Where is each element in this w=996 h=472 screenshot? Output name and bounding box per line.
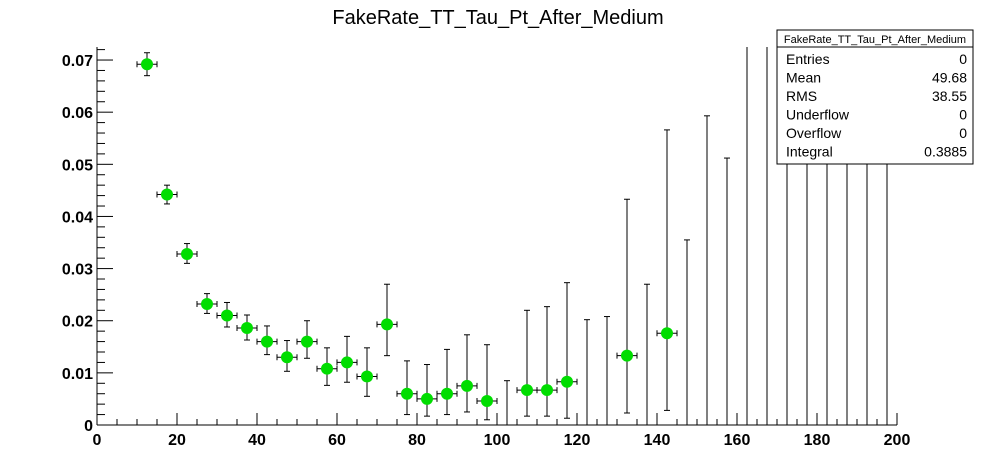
- data-point: [561, 375, 573, 388]
- x-tick-label: 0: [93, 432, 102, 449]
- data-markers: [141, 58, 673, 408]
- stats-row-value: 49.68: [932, 70, 967, 86]
- data-point: [281, 351, 293, 364]
- x-tick-label: 160: [724, 432, 751, 449]
- stats-row-label: Overflow: [786, 125, 842, 141]
- stats-row-value: 38.55: [932, 88, 967, 104]
- data-point: [381, 318, 393, 331]
- data-point: [461, 379, 473, 392]
- data-point: [201, 298, 213, 311]
- y-tick-label: 0: [84, 418, 93, 435]
- y-tick-label: 0.03: [62, 262, 93, 279]
- data-point: [341, 356, 353, 369]
- y-tick-label: 0.06: [62, 105, 93, 122]
- data-point: [141, 58, 153, 71]
- x-tick-label: 60: [328, 432, 346, 449]
- y-tick-label: 0.02: [62, 314, 93, 331]
- y-axis: 0 0.01 0.02 0.03 0.04 0.05 0.06 0.07: [62, 49, 113, 435]
- x-tick-label: 40: [248, 432, 266, 449]
- data-point: [261, 335, 273, 348]
- data-point: [661, 327, 673, 340]
- data-point: [401, 387, 413, 400]
- data-point: [321, 362, 333, 375]
- x-tick-label: 140: [644, 432, 671, 449]
- stats-box-rows: Entries 0 Mean 49.68 RMS 38.55 Underflow 0 Overf…: [786, 51, 967, 160]
- y-tick-label: 0.04: [62, 209, 93, 226]
- x-tick-label: 80: [408, 432, 426, 449]
- y-tick-label: 0.07: [62, 53, 93, 70]
- stats-box: FakeRate_TT_Tau_Pt_After_Medium Entries 0…: [776, 29, 974, 165]
- data-point: [481, 395, 493, 408]
- data-point: [161, 188, 173, 201]
- data-point: [241, 322, 253, 335]
- stats-box-border: [776, 29, 974, 165]
- chart-title: FakeRate_TT_Tau_Pt_After_Medium: [332, 7, 663, 29]
- stats-box-title: FakeRate_TT_Tau_Pt_After_Medium: [784, 34, 966, 46]
- stats-row-label: Mean: [786, 70, 821, 86]
- x-tick-label: 180: [804, 432, 831, 449]
- x-tick-label: 200: [884, 432, 911, 449]
- data-point: [621, 349, 633, 362]
- stats-row-label: Underflow: [786, 107, 850, 123]
- stats-row-value: 0: [959, 107, 967, 123]
- stats-row-value: 0.3885: [924, 144, 967, 160]
- x-axis: 0 20 40 60 80 100 120 140 160 180 200: [93, 413, 911, 449]
- x-tick-label: 20: [168, 432, 186, 449]
- error-bars: [136, 47, 888, 425]
- stats-row-label: Integral: [786, 144, 833, 160]
- x-tick-label: 100: [484, 432, 511, 449]
- data-point: [541, 384, 553, 397]
- data-point: [421, 392, 433, 405]
- stats-row-label: RMS: [786, 88, 817, 104]
- data-point: [361, 370, 373, 383]
- data-point: [521, 384, 533, 397]
- stats-row-label: Entries: [786, 51, 830, 67]
- y-tick-label: 0.01: [62, 366, 93, 383]
- data-point: [441, 387, 453, 400]
- y-tick-label: 0.05: [62, 157, 93, 174]
- x-tick-label: 120: [564, 432, 591, 449]
- data-point: [301, 335, 313, 348]
- stats-row-value: 0: [959, 51, 967, 67]
- stats-row-value: 0: [959, 125, 967, 141]
- data-point: [221, 309, 233, 322]
- data-point: [181, 247, 193, 260]
